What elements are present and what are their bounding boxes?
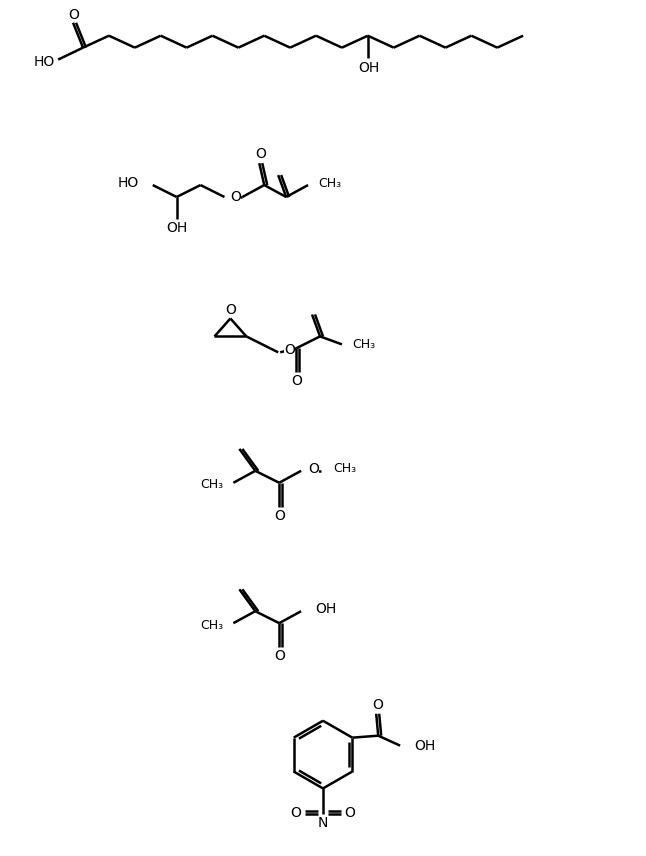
Text: O: O: [292, 374, 302, 389]
Text: O: O: [68, 8, 79, 21]
Text: CH₃: CH₃: [200, 619, 224, 632]
Text: O: O: [275, 649, 286, 663]
Text: CH₃: CH₃: [200, 479, 224, 491]
Text: CH₃: CH₃: [352, 338, 375, 351]
Text: OH: OH: [358, 61, 379, 74]
Text: OH: OH: [315, 603, 337, 616]
Text: N: N: [318, 817, 328, 830]
Text: CH₃: CH₃: [318, 176, 341, 189]
Text: O: O: [225, 302, 236, 317]
Text: O: O: [255, 147, 266, 161]
Text: HO: HO: [34, 55, 55, 68]
Text: OH: OH: [414, 739, 435, 752]
Text: HO: HO: [118, 176, 139, 190]
Text: O: O: [275, 508, 286, 523]
Text: O: O: [284, 343, 295, 357]
Text: O: O: [344, 806, 355, 820]
Text: O: O: [372, 698, 382, 712]
Text: O: O: [231, 190, 241, 204]
Text: OH: OH: [166, 221, 187, 235]
Text: O: O: [308, 462, 319, 476]
Text: CH₃: CH₃: [333, 462, 356, 475]
Text: O: O: [291, 806, 302, 820]
